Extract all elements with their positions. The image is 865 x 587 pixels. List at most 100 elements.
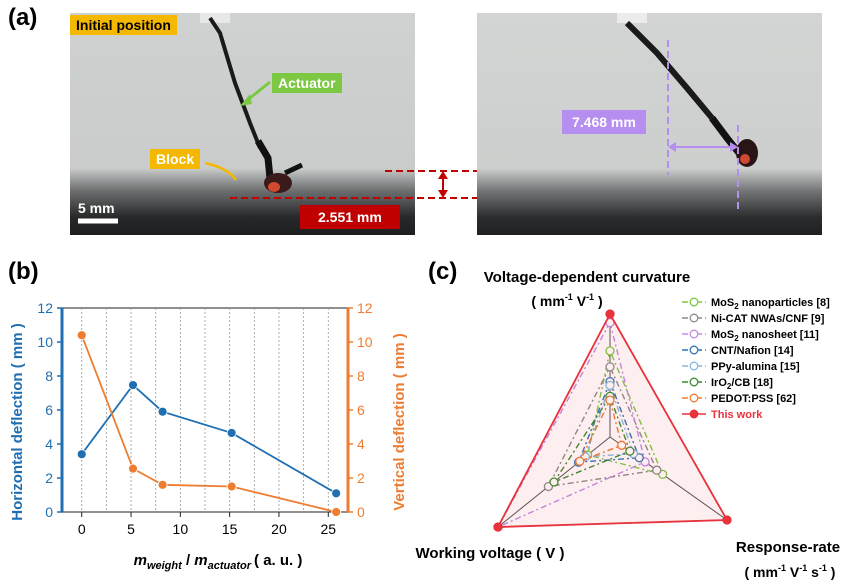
x-tick-label: 5 xyxy=(127,521,135,537)
radar-point xyxy=(575,456,585,466)
right-axis-label: Vertical deflection ( mm ) xyxy=(391,333,408,511)
radar-point xyxy=(617,440,627,450)
legend-swatch-marker xyxy=(689,329,699,339)
x-tick-label: 0 xyxy=(78,521,86,537)
left-tick-label: 6 xyxy=(45,402,53,418)
block-tag: Block xyxy=(150,149,201,169)
data-point xyxy=(76,449,87,460)
left-tick-label: 0 xyxy=(45,504,53,520)
photo-initial-drawing xyxy=(200,13,304,193)
x-tick-label: 20 xyxy=(271,521,287,537)
right-tick-label: 10 xyxy=(357,334,373,350)
vertical-measure-label: 2.551 mm xyxy=(300,205,400,229)
radar-series-polygon xyxy=(586,348,664,476)
radar-series-polygon xyxy=(552,394,631,484)
legend-swatch-marker xyxy=(689,377,699,387)
right-tick-label: 8 xyxy=(357,368,365,384)
horizontal-arrowhead-left xyxy=(668,142,676,152)
data-point xyxy=(331,488,342,499)
panel-label-c: (c) xyxy=(428,258,458,285)
series-line xyxy=(81,383,337,495)
radar-point xyxy=(625,446,635,456)
data-point xyxy=(157,406,168,417)
radar-chart: Voltage-dependent curvature ( mm-1 V-1 )… xyxy=(416,269,841,580)
radar-point xyxy=(549,477,559,487)
left-tick-label: 8 xyxy=(45,368,53,384)
legend-swatch-marker xyxy=(689,393,699,403)
radar-legend: MoS2 nanoparticles [8] Ni-CAT NWAs/CNF [9… xyxy=(682,297,830,421)
legend-swatch-marker xyxy=(689,361,699,371)
radar-top-unit: ( mm-1 V-1 ) xyxy=(531,292,602,309)
photo-deflected xyxy=(477,13,822,235)
scale-label: 5 mm xyxy=(78,200,115,216)
actuator-tag: Actuator xyxy=(272,73,342,93)
panel-label-b: (b) xyxy=(8,258,39,285)
right-tick-label: 12 xyxy=(357,300,373,316)
x-axis-label: mweight / mactuator( a. u. ) xyxy=(134,552,303,572)
left-tick-label: 12 xyxy=(37,300,53,316)
radar-point xyxy=(605,362,615,372)
legend-label: CNT/Nafion [14] xyxy=(711,345,794,357)
data-point xyxy=(226,481,237,492)
legend-label: This work xyxy=(711,409,763,421)
data-point xyxy=(157,479,168,490)
radar-series-polygon xyxy=(578,398,623,463)
radar-point xyxy=(605,309,615,319)
legend-label: MoS2 nanoparticles [8] xyxy=(711,297,830,311)
chart-b-grid xyxy=(81,308,329,512)
radar-series-polygon xyxy=(496,320,646,529)
left-tick-label: 2 xyxy=(45,470,53,486)
initial-position-tag: Initial position xyxy=(70,15,177,35)
legend-swatch-marker xyxy=(689,313,699,323)
radar-point xyxy=(722,515,732,525)
left-tick-label: 10 xyxy=(37,334,53,350)
radar-point xyxy=(493,522,503,532)
legend-label: PPy-alumina [15] xyxy=(711,361,800,373)
radar-right-label: Response-rate xyxy=(736,539,840,556)
horizontal-arrowhead-right xyxy=(730,142,738,152)
data-point xyxy=(331,507,342,517)
chart-b-left-ticks: 0 2 4 6 8 10 12 xyxy=(37,300,64,520)
legend-swatch-marker xyxy=(689,345,699,355)
radar-left-label: Working voltage ( V ) xyxy=(416,545,565,562)
legend-label: IrO2/CB [18] xyxy=(711,377,773,391)
deflection-chart: 0 2 4 6 8 10 12 0 2 4 6 8 10 12 0 5 10 15 20 25 Horizonta… xyxy=(9,300,408,572)
right-tick-label: 6 xyxy=(357,402,365,418)
chart-b-series xyxy=(76,330,342,517)
actuator-arrowhead xyxy=(240,94,252,106)
radar-point xyxy=(652,465,662,475)
panel-label-a: (a) xyxy=(8,4,38,31)
x-tick-label: 25 xyxy=(320,521,336,537)
right-tick-label: 0 xyxy=(357,504,365,520)
radar-series-polygon xyxy=(496,312,729,528)
legend-swatch-marker xyxy=(689,297,699,307)
vertical-arrowhead-bottom xyxy=(438,190,448,198)
left-tick-label: 4 xyxy=(45,436,53,452)
block-arrow xyxy=(204,161,238,181)
legend-label: MoS2 nanosheet [11] xyxy=(711,329,819,343)
vertical-arrowhead-top xyxy=(438,171,448,179)
right-tick-label: 4 xyxy=(357,436,365,452)
radar-series xyxy=(493,309,732,532)
chart-b-right-ticks: 0 2 4 6 8 10 12 xyxy=(346,300,373,520)
data-point xyxy=(128,380,138,390)
radar-right-unit: ( mm-1 V-1 s-1 ) xyxy=(745,563,836,580)
legend-label: Ni-CAT NWAs/CNF [9] xyxy=(711,313,825,325)
chart-b-x-ticks: 0 5 10 15 20 25 xyxy=(78,512,336,537)
horizontal-measure-label: 7.468 mm xyxy=(562,110,646,134)
radar-series-polygon xyxy=(577,379,641,463)
series-line xyxy=(80,334,337,513)
x-tick-label: 10 xyxy=(173,521,189,537)
radar-series-polygon xyxy=(584,383,635,458)
legend-swatch-marker xyxy=(689,409,699,419)
radar-point xyxy=(605,346,615,356)
legend-label: PEDOT:PSS [62] xyxy=(711,393,796,405)
radar-point xyxy=(605,395,615,405)
data-point xyxy=(76,330,87,341)
x-tick-label: 15 xyxy=(222,521,238,537)
data-point xyxy=(128,463,138,474)
right-tick-label: 2 xyxy=(357,470,365,486)
data-point xyxy=(226,428,237,438)
radar-top-label: Voltage-dependent curvature xyxy=(484,269,690,286)
left-axis-label: Horizontal deflection ( mm ) xyxy=(9,323,26,521)
